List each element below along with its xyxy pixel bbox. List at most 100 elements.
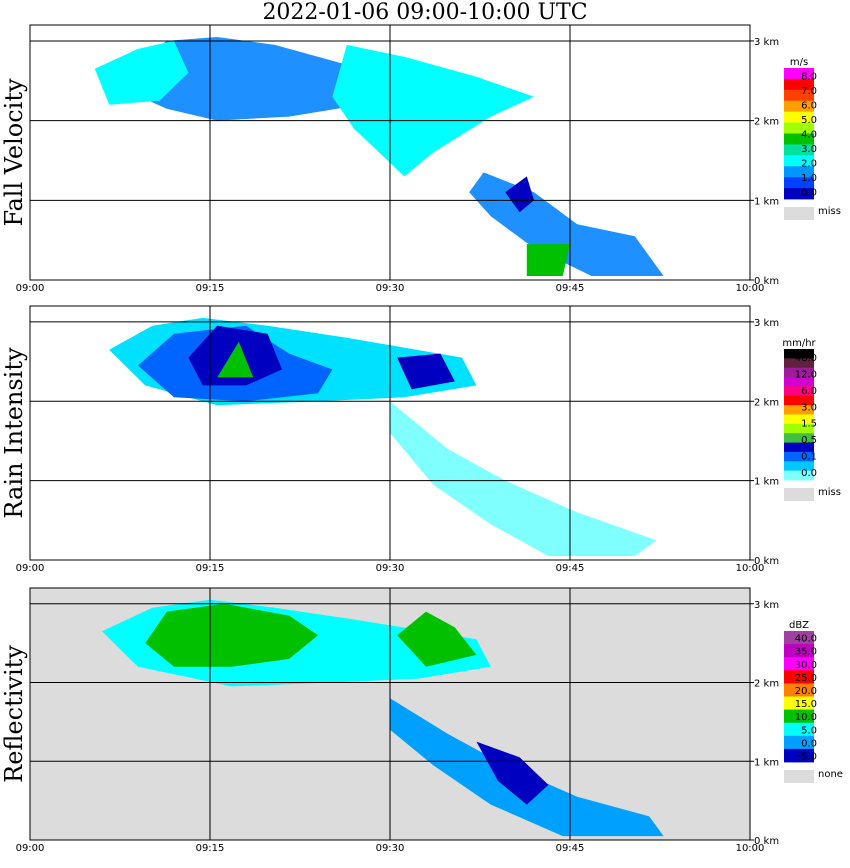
echo-region-0 (123, 37, 362, 121)
y-tick-label: 3 km (754, 37, 779, 48)
echo-region-3 (390, 698, 664, 837)
legend-swatch (784, 748, 814, 763)
x-tick-label: 09:00 (16, 843, 45, 854)
legend-level: 3.0 (801, 144, 817, 155)
legend-level: 0.0 (801, 188, 817, 199)
legend-swatch (784, 696, 814, 710)
echo-region-1 (94, 40, 189, 105)
legend-level: 0.5 (801, 435, 817, 446)
x-tick-label: 09:30 (376, 563, 405, 574)
legend-swatch (784, 358, 814, 369)
legend-level: 0.1 (801, 451, 817, 462)
legend-swatch (784, 631, 814, 645)
legend-swatch (784, 177, 814, 189)
x-tick-label: 09:15 (196, 563, 225, 574)
legend-level: 5.0 (801, 725, 817, 736)
x-tick-label: 09:45 (556, 283, 585, 294)
legend-swatch (784, 395, 814, 406)
y-tick-label: 2 km (754, 397, 779, 408)
y-tick-label: 0 km (754, 276, 779, 287)
y-tick-label: 0 km (754, 556, 779, 567)
legend-swatch (784, 461, 814, 472)
echo-region-2 (332, 44, 534, 177)
plot-frame (29, 305, 751, 561)
x-tick-label: 09:15 (196, 843, 225, 854)
legend-swatch (784, 155, 814, 167)
legend-level: -5.0 (797, 751, 817, 762)
legend-swatch (784, 377, 814, 387)
legend-level: 5.0 (801, 115, 817, 126)
x-tick-label: 09:00 (16, 563, 45, 574)
legend-level: 25.0 (795, 673, 817, 684)
legend-swatch (784, 470, 814, 481)
legend-missing-label: miss (818, 487, 841, 498)
legend-missing-swatch (784, 207, 814, 220)
echo-region-3 (397, 353, 455, 390)
legend-level: 15.0 (795, 699, 817, 710)
echo-region-2 (397, 611, 477, 667)
plot-frame (29, 24, 751, 281)
legend-unit: m/s (790, 57, 808, 68)
y-tick-label: 0 km (754, 836, 779, 847)
x-tick-label: 09:45 (556, 843, 585, 854)
legend-swatch (784, 133, 814, 145)
legend-level: 7.0 (801, 86, 817, 97)
x-tick-label: 09:30 (376, 283, 405, 294)
legend-level: 6.0 (801, 386, 817, 397)
legend-swatch (784, 433, 814, 443)
legend-swatch (784, 144, 814, 156)
legend-swatch (784, 451, 814, 462)
legend-swatch (784, 188, 814, 200)
legend-level: 2.0 (801, 159, 817, 170)
legend-level: 35.0 (795, 647, 817, 658)
legend-swatch (784, 89, 814, 102)
legend-level: 4.0 (801, 130, 817, 141)
legend-swatch (784, 405, 814, 415)
legend-swatch (784, 68, 814, 80)
echo-region-1 (145, 603, 318, 667)
legend-level: 8.0 (801, 71, 817, 82)
legend-missing-swatch (784, 488, 814, 501)
legend-swatch (784, 111, 814, 123)
legend-level: 1.0 (801, 173, 817, 184)
legend-swatch (784, 670, 814, 684)
echo-region-4 (505, 176, 534, 213)
chart-title: 2022-01-06 09:00-10:00 UTC (262, 0, 588, 25)
legend-level: 0.0 (801, 468, 817, 479)
legend-swatch (784, 367, 814, 378)
echo-region-4 (217, 341, 254, 378)
legend-swatch (784, 657, 814, 671)
x-tick-label: 09:00 (16, 283, 45, 294)
x-tick-label: 10:00 (736, 843, 765, 854)
legend-swatch (784, 709, 814, 724)
legend-missing-label: miss (818, 206, 841, 217)
x-tick-label: 10:00 (736, 283, 765, 294)
legend-level: 40.0 (795, 634, 817, 645)
legend-swatch (784, 166, 814, 178)
legend-missing-swatch (784, 770, 814, 783)
legend-level: 10.0 (795, 712, 817, 723)
legend-level: 0.0 (801, 738, 817, 749)
legend-swatch (784, 100, 814, 113)
legend-unit: mm/hr (782, 338, 816, 349)
legend-level: 20.0 (795, 686, 817, 697)
panel-0 (29, 24, 814, 281)
y-tick-label: 3 km (754, 600, 779, 611)
legend-level: 3.0 (801, 402, 817, 413)
legend-level: 30.0 (795, 660, 817, 671)
legend-swatch (784, 735, 814, 750)
panel-2 (29, 587, 814, 841)
legend-swatch (784, 644, 814, 658)
panel-label: Reflectivity (0, 645, 28, 783)
y-tick-label: 1 km (754, 477, 779, 488)
legend-swatch (784, 423, 814, 434)
panel-label: Fall Velocity (0, 78, 28, 227)
y-tick-label: 3 km (754, 318, 779, 329)
panel-1 (29, 305, 814, 561)
plot-frame (29, 587, 751, 841)
legend-level: 6.0 (801, 100, 817, 111)
legend-swatch (784, 414, 814, 425)
legend-level: 48.0 (795, 353, 817, 364)
legend-missing-label: none (818, 769, 843, 780)
